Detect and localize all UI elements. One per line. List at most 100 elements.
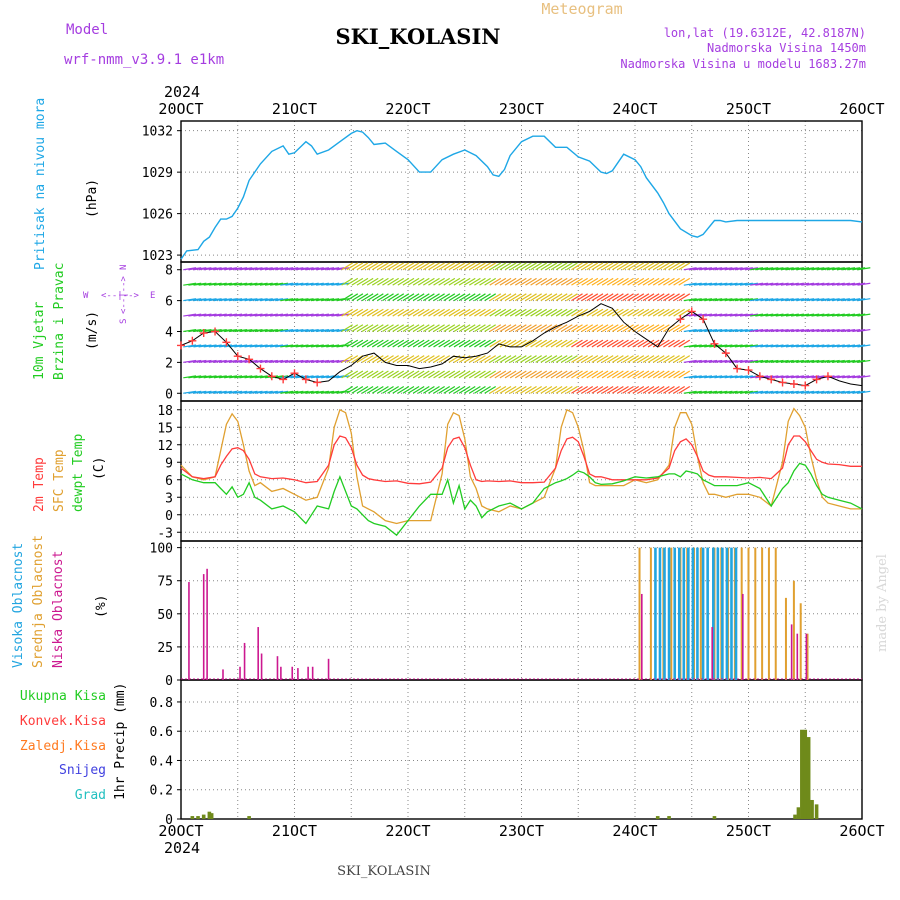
wind-barb <box>438 370 451 379</box>
wind-gust-marker <box>211 327 220 336</box>
wind-barb <box>438 355 451 363</box>
wind-barb <box>790 390 805 394</box>
wind-barb <box>331 313 345 317</box>
wind-barb <box>305 390 319 394</box>
wind-barb <box>193 313 207 317</box>
wind-barb <box>790 313 805 317</box>
wind-barb <box>392 370 405 379</box>
wind-barb <box>453 370 466 379</box>
wind-barb <box>254 313 268 317</box>
wind-barb <box>382 262 394 271</box>
wind-barb <box>326 344 340 348</box>
wind-barb <box>249 298 263 302</box>
wind-barb <box>448 262 461 271</box>
wind-barb <box>244 390 258 394</box>
wind-barb <box>402 324 415 333</box>
wind-barb <box>234 390 248 394</box>
wind-gust-marker <box>721 349 730 358</box>
wind-barb <box>218 328 232 333</box>
y-tick-label: 1026 <box>142 208 173 223</box>
wind-barb <box>305 344 319 348</box>
wind-barb <box>188 267 202 271</box>
wind-barb <box>412 262 425 271</box>
wind-barb <box>270 282 284 286</box>
wind-gust-marker <box>699 315 708 324</box>
wind-barb <box>627 293 640 302</box>
wind-barb <box>520 385 532 394</box>
wind-barb <box>637 355 650 363</box>
wind-barb <box>739 359 753 363</box>
wind-barb <box>484 308 497 317</box>
y-tick-label: 2 <box>165 356 173 371</box>
wind-barb <box>218 267 232 271</box>
wind-barb <box>275 313 289 317</box>
wind-barb <box>591 262 604 271</box>
wind-barb <box>673 293 685 302</box>
wind-barb <box>806 313 820 317</box>
wind-barb <box>729 344 743 348</box>
wind-barb <box>591 370 604 379</box>
wind-barb <box>193 375 207 379</box>
wind-barb <box>310 298 324 302</box>
wind-barb <box>213 313 227 317</box>
wind-barb <box>857 267 871 271</box>
wind-barb <box>836 375 850 379</box>
wind-barb <box>270 267 284 271</box>
precip-bar <box>207 811 212 819</box>
wind-barb <box>453 277 466 286</box>
wind-barb <box>796 375 810 379</box>
wind-barb <box>790 344 805 348</box>
wind-barb <box>371 308 384 317</box>
wind-barb <box>525 324 537 333</box>
wind-barb <box>617 324 629 333</box>
wind-barb <box>745 267 759 271</box>
wind-barb <box>351 293 364 302</box>
wind-barb <box>617 385 629 394</box>
wind-barb <box>280 359 294 363</box>
wind-barb <box>765 298 779 302</box>
wind-barb <box>831 390 845 394</box>
wind-barb <box>699 344 713 348</box>
wind-barb <box>591 308 604 317</box>
wind-barb <box>576 370 588 379</box>
wind-barb <box>239 267 253 271</box>
precip-label: 1hr Precip (mm) <box>113 683 128 800</box>
wind-barb <box>601 262 614 271</box>
wind-barb <box>550 262 563 271</box>
wind-barb <box>647 308 660 317</box>
wind-barb <box>377 277 389 286</box>
wind-barb <box>310 344 324 348</box>
wind-barb <box>474 324 486 333</box>
wind-barb <box>407 308 420 317</box>
wind-barb <box>836 313 850 317</box>
wind-barb <box>509 385 522 394</box>
precip-bar <box>803 729 808 819</box>
wind-barb <box>642 355 655 363</box>
wind-barb <box>371 324 384 333</box>
wind-barb <box>611 385 624 394</box>
wind-barb <box>356 385 369 394</box>
wind-barb <box>499 370 512 379</box>
wind-barb <box>801 328 815 333</box>
wind-barb <box>611 277 624 286</box>
wind-barb <box>719 328 733 333</box>
wind-barb <box>453 293 466 302</box>
wind-barb <box>280 313 294 317</box>
wind-barb <box>729 313 743 317</box>
wind-barb <box>745 298 759 302</box>
wind-barb <box>760 390 774 394</box>
wind-barb <box>208 375 222 379</box>
wind-barb <box>290 390 304 394</box>
wind-barb <box>264 359 278 363</box>
wind-barb <box>203 267 217 271</box>
wind-barb <box>361 277 374 286</box>
wind-barb <box>433 277 445 286</box>
wind-barb <box>290 328 304 333</box>
wind-barb <box>760 313 774 317</box>
wind-barb <box>275 282 289 286</box>
wind-barb <box>229 375 243 379</box>
wind-barb <box>627 355 640 363</box>
wind-barb <box>555 339 568 348</box>
wind-barb <box>591 339 604 348</box>
wind-barb <box>412 385 425 394</box>
